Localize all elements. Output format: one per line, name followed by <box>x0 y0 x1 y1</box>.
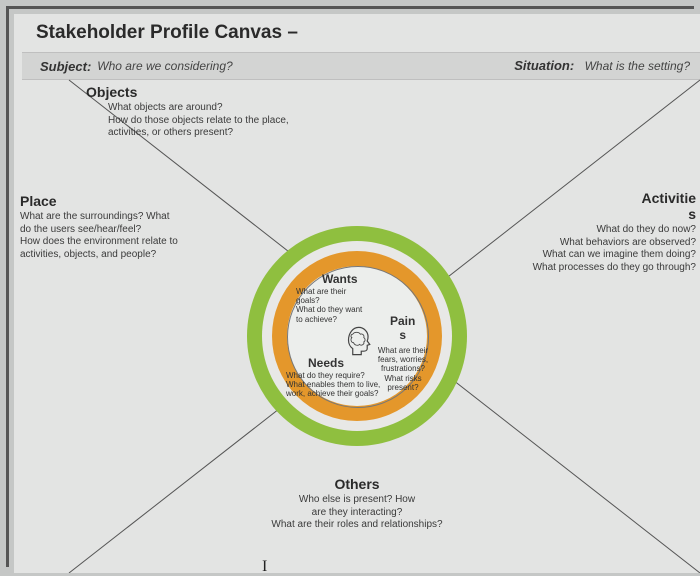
brain-head-icon <box>340 324 374 358</box>
canvas-area: Objects What objects are around? How do … <box>14 78 700 573</box>
pains-heading: Pain s <box>390 314 415 342</box>
text-cursor-icon: I <box>262 558 267 576</box>
section-activities: Activitie s What do they do now? What be… <box>526 190 696 274</box>
others-heading: Others <box>14 476 700 492</box>
situation-block: Situation: What is the setting? <box>514 57 690 75</box>
subject-question: Who are we considering? <box>97 59 232 73</box>
activities-body: What do they do now? What behaviors are … <box>526 224 696 274</box>
place-body: What are the surroundings? What do the u… <box>20 211 195 261</box>
objects-heading: Objects <box>86 84 289 100</box>
section-place: Place What are the surroundings? What do… <box>20 193 195 261</box>
others-body: Who else is present? How are they intera… <box>271 494 442 532</box>
sheet: Stakeholder Profile Canvas – Subject: Wh… <box>14 14 700 573</box>
situation-question: What is the setting? <box>585 59 690 73</box>
objects-body: What objects are around? How do those ob… <box>108 102 289 140</box>
section-others: Others Who else is present? How are they… <box>14 476 700 532</box>
needs-body: What do they require? What enables them … <box>286 371 396 399</box>
situation-label: Situation: <box>514 58 574 73</box>
header-row: Subject: Who are we considering? Situati… <box>22 52 700 80</box>
wants-heading: Wants <box>322 272 358 286</box>
section-objects: Objects What objects are around? How do … <box>86 84 289 140</box>
page-title: Stakeholder Profile Canvas – <box>36 22 298 44</box>
place-heading: Place <box>20 193 195 209</box>
activities-heading: Activitie s <box>526 190 696 222</box>
subject-label: Subject: <box>40 59 91 74</box>
needs-heading: Needs <box>308 356 344 370</box>
wants-body: What are their goals? What do they want … <box>296 287 376 324</box>
